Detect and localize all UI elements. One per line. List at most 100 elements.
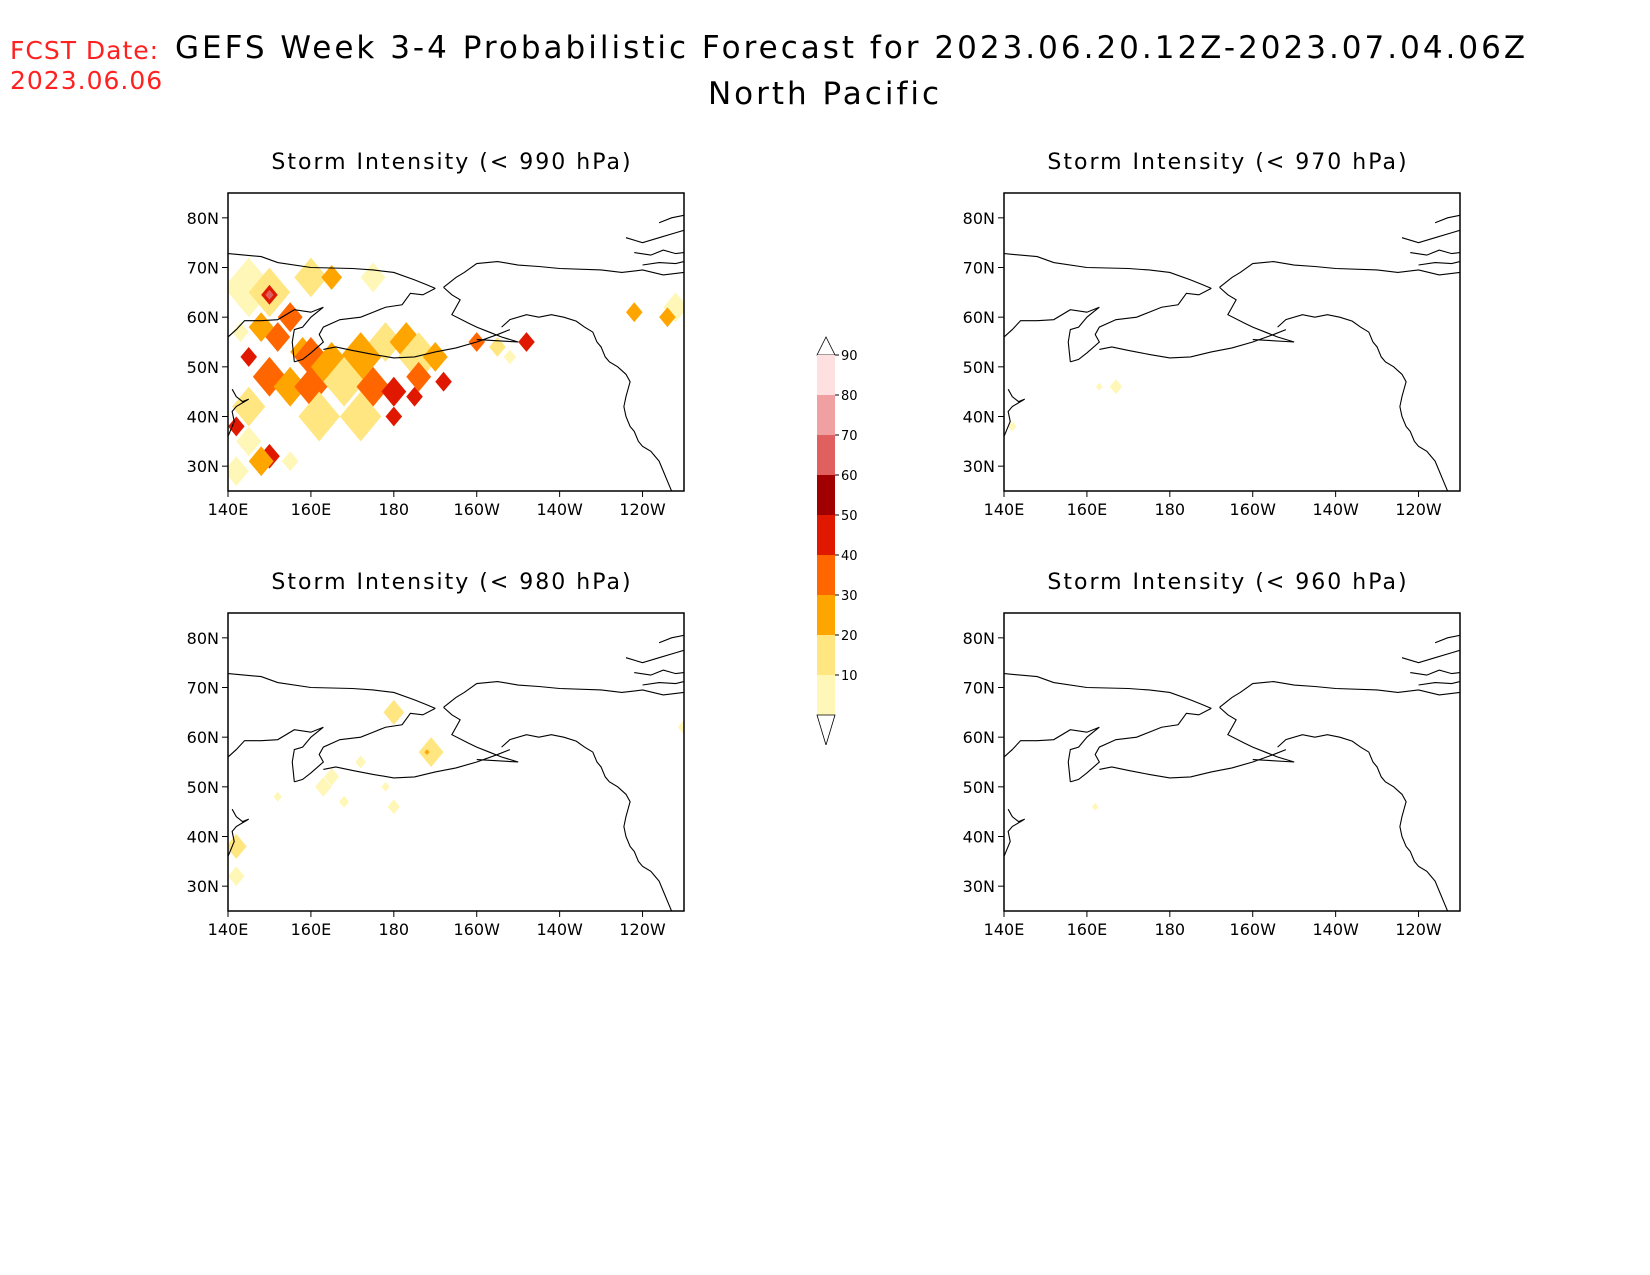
x-tick-label: 140W xyxy=(1312,500,1359,519)
x-tick-label: 140E xyxy=(208,500,249,519)
coastline xyxy=(1004,388,1026,438)
coastline xyxy=(1219,680,1460,708)
coastline xyxy=(634,669,684,676)
probability-cell xyxy=(503,349,517,365)
coastline xyxy=(294,287,436,363)
y-tick-label: 80N xyxy=(963,629,995,648)
coastline xyxy=(1004,253,1212,289)
probability-cell xyxy=(489,337,506,357)
y-tick-label: 70N xyxy=(963,259,995,278)
coastline xyxy=(501,734,673,911)
probability-cell xyxy=(339,795,350,808)
coastline xyxy=(625,229,684,244)
coastline xyxy=(642,261,684,266)
main-title: GEFS Week 3-4 Probabilistic Forecast for… xyxy=(175,30,1529,66)
probability-cell xyxy=(424,749,430,756)
x-tick-label: 160E xyxy=(291,920,332,939)
colorbar-label: 80 xyxy=(841,389,858,404)
probability-cell xyxy=(406,386,423,407)
colorbar-segment xyxy=(817,435,835,475)
y-tick-label: 30N xyxy=(963,877,995,896)
colorbar-segment xyxy=(817,595,835,635)
x-tick-label: 180 xyxy=(1155,920,1186,939)
coastline xyxy=(1401,649,1460,664)
colorbar-label: 30 xyxy=(841,589,858,604)
colorbar-label: 90 xyxy=(841,349,858,364)
coastline xyxy=(1410,669,1460,676)
probability-cell xyxy=(281,451,299,472)
colorbar-label: 70 xyxy=(841,429,858,444)
probability-cell xyxy=(315,776,332,797)
map-panel-960: 140E 160E 180 160W 140W 120W 80N 70N 60N 50N 40N 30… xyxy=(963,612,1461,939)
coastline xyxy=(443,286,519,343)
x-tick-label: 120W xyxy=(619,500,666,519)
probability-cell xyxy=(323,356,365,407)
coastline xyxy=(228,306,324,362)
x-tick-label: 160W xyxy=(1230,500,1277,519)
forecast-date-value: 2023.06.06 xyxy=(10,66,164,95)
probability-cell xyxy=(677,719,684,735)
y-tick-label: 60N xyxy=(187,308,219,327)
x-tick-label: 120W xyxy=(1395,500,1442,519)
map-panel-970: 140E 160E 180 160W 140W 120W 80N 70N 60N 50N 40N 30… xyxy=(963,192,1461,519)
x-tick-label: 140W xyxy=(1312,920,1359,939)
map-frame xyxy=(1003,612,1461,912)
y-tick-label: 40N xyxy=(187,828,219,847)
coastline xyxy=(228,673,436,709)
y-tick-label: 70N xyxy=(963,679,995,698)
x-tick-label: 140E xyxy=(984,920,1025,939)
coastline xyxy=(1219,286,1295,343)
colorbar-label: 20 xyxy=(841,629,858,644)
x-tick-label: 180 xyxy=(1155,500,1186,519)
probability-cell xyxy=(360,262,386,293)
colorbar-segment xyxy=(817,395,835,435)
probability-cell xyxy=(435,371,452,392)
x-tick-label: 120W xyxy=(619,920,666,939)
probability-cell xyxy=(294,257,328,298)
coastline xyxy=(323,749,511,779)
coastline xyxy=(1070,287,1212,363)
coastline xyxy=(1418,681,1460,686)
probability-cell xyxy=(1091,802,1099,811)
colorbar-segment xyxy=(817,475,835,515)
coastline xyxy=(1277,734,1449,911)
y-tick-label: 50N xyxy=(963,778,995,797)
y-tick-label: 50N xyxy=(187,778,219,797)
colorbar-top-cap xyxy=(816,336,836,356)
forecast-date-block: FCST Date: 2023.06.06 xyxy=(10,36,163,96)
coastline xyxy=(1277,314,1449,491)
y-tick-label: 50N xyxy=(963,358,995,377)
coastline xyxy=(1004,306,1100,362)
y-tick-label: 60N xyxy=(963,728,995,747)
coastline xyxy=(658,214,684,224)
colorbar-label: 40 xyxy=(841,549,858,564)
probability-cell xyxy=(663,292,684,323)
coastline xyxy=(1070,707,1212,783)
y-tick-label: 40N xyxy=(963,828,995,847)
panel-title-980: Storm Intensity (< 980 hPa) xyxy=(271,570,633,595)
coastline xyxy=(1434,634,1460,644)
colorbar: 10 20 30 40 50 60 70 80 90 xyxy=(816,336,858,745)
main-subtitle: North Pacific xyxy=(707,76,943,112)
coastline xyxy=(323,329,511,359)
colorbar-bottom-cap xyxy=(816,714,836,745)
probability-cell xyxy=(228,416,245,437)
x-tick-label: 160W xyxy=(454,500,501,519)
x-tick-label: 140W xyxy=(536,920,583,939)
y-tick-label: 80N xyxy=(187,209,219,228)
colorbar-segment xyxy=(817,355,835,395)
coastline xyxy=(642,681,684,686)
x-tick-label: 120W xyxy=(1395,920,1442,939)
probability-cell xyxy=(232,386,266,427)
map-frame xyxy=(1003,192,1461,492)
coastline xyxy=(228,808,250,858)
probability-cell xyxy=(625,302,643,323)
coastline xyxy=(228,726,324,782)
map-panel-990: 140E 160E 180 160W 140W 120W 80N 70N 60N 50N 40N 30… xyxy=(187,192,685,519)
probability-cell xyxy=(383,699,405,725)
probability-cell xyxy=(406,361,432,392)
probability-cell xyxy=(265,322,291,352)
probability-cell xyxy=(385,406,403,427)
probability-cell xyxy=(355,755,367,769)
coastline xyxy=(501,314,673,491)
